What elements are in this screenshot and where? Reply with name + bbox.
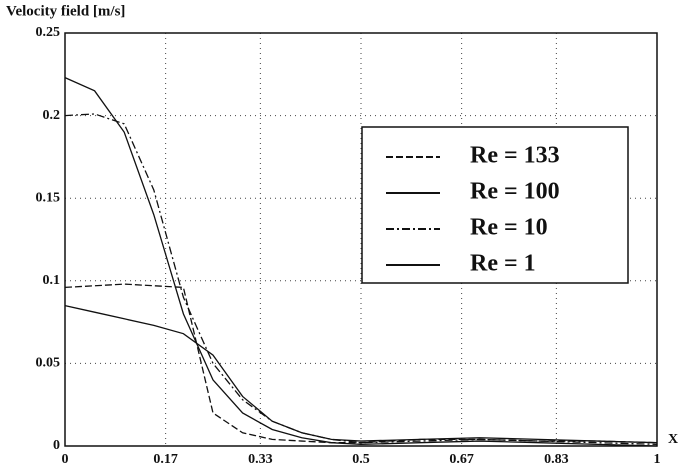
series-line: [64, 113, 658, 445]
x-axis-label: X: [668, 432, 678, 447]
y-tick-label: 0.25: [36, 25, 61, 40]
chart-title: Velocity field [m/s]: [6, 3, 125, 19]
x-tick-label: 1: [654, 452, 661, 467]
x-tick-label: 0.83: [544, 452, 569, 467]
y-tick-label: 0.05: [36, 356, 61, 371]
series-line: [64, 304, 658, 444]
x-tick-label: 0.5: [352, 452, 370, 467]
x-tick-label: 0.33: [248, 452, 273, 467]
x-tick-label: 0.67: [449, 452, 474, 467]
legend: Re = 133 Re = 100 Re = 10 Re = 1: [361, 126, 629, 284]
plot-frame: [64, 32, 658, 447]
x-tick-label: 0.17: [153, 452, 178, 467]
y-tick-label: 0.15: [36, 190, 61, 205]
legend-label: Re = 10: [470, 215, 548, 241]
legend-box: [361, 126, 629, 284]
legend-label: Re = 100: [470, 179, 560, 205]
series-line: [64, 77, 658, 447]
legend-label: Re = 133: [470, 143, 560, 169]
legend-label: Re = 1: [470, 251, 536, 277]
y-tick-label: 0: [53, 438, 60, 453]
x-tick-label: 0: [62, 452, 69, 467]
y-tick-label: 0.2: [43, 108, 61, 123]
y-tick-label: 0.1: [43, 273, 61, 288]
